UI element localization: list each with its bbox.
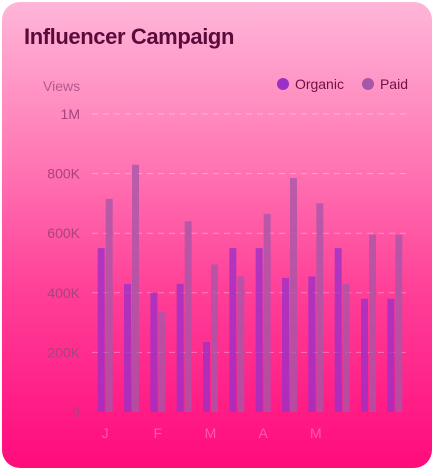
x-tick-label: A: [258, 425, 268, 441]
bar-paid: [290, 178, 297, 412]
bar-organic: [334, 248, 342, 412]
legend-swatch-paid: [361, 78, 374, 90]
bar-paid: [184, 221, 192, 412]
bar-paid: [369, 234, 376, 412]
legend-item-paid: Paid: [361, 76, 408, 92]
y-tick-label: 0: [72, 404, 80, 420]
bar-organic: [361, 298, 368, 412]
chart-title: Influencer Campaign: [24, 24, 234, 49]
bar-organic: [255, 248, 263, 412]
legend: Organic Paid: [276, 76, 408, 92]
x-tick-label: M: [310, 425, 322, 441]
legend-item-organic: Organic: [276, 76, 344, 92]
bar-organic: [124, 283, 131, 412]
bar-organic: [150, 292, 158, 412]
x-tick-label: F: [154, 425, 163, 441]
bar-paid: [105, 198, 113, 412]
legend-label-organic: Organic: [294, 76, 344, 92]
bar-paid: [158, 312, 166, 412]
bar-paid: [132, 164, 139, 412]
bar-organic: [282, 277, 289, 412]
y-tick-label: 200K: [47, 344, 80, 360]
bar-paid: [316, 203, 324, 412]
bar-paid: [342, 283, 350, 412]
bar-organic: [229, 248, 237, 412]
legend-label-paid: Paid: [379, 76, 408, 92]
bar-organic: [308, 276, 316, 412]
y-tick-label: 800K: [47, 166, 80, 182]
x-tick-label: M: [205, 425, 217, 441]
legend-swatch-organic: [276, 78, 289, 90]
bar-paid: [263, 213, 271, 412]
y-axis-label: Views: [43, 78, 81, 94]
bar-organic: [176, 283, 184, 412]
bar-paid: [211, 264, 218, 412]
bar-paid: [237, 276, 245, 412]
bar-organic: [387, 298, 395, 412]
y-tick-label: 1M: [61, 106, 80, 122]
y-tick-label: 600K: [47, 225, 80, 241]
x-tick-label: J: [102, 425, 109, 441]
y-tick-label: 400K: [47, 285, 80, 301]
bar-organic: [97, 248, 105, 412]
bar-paid: [395, 234, 403, 412]
bar-organic: [203, 341, 210, 412]
